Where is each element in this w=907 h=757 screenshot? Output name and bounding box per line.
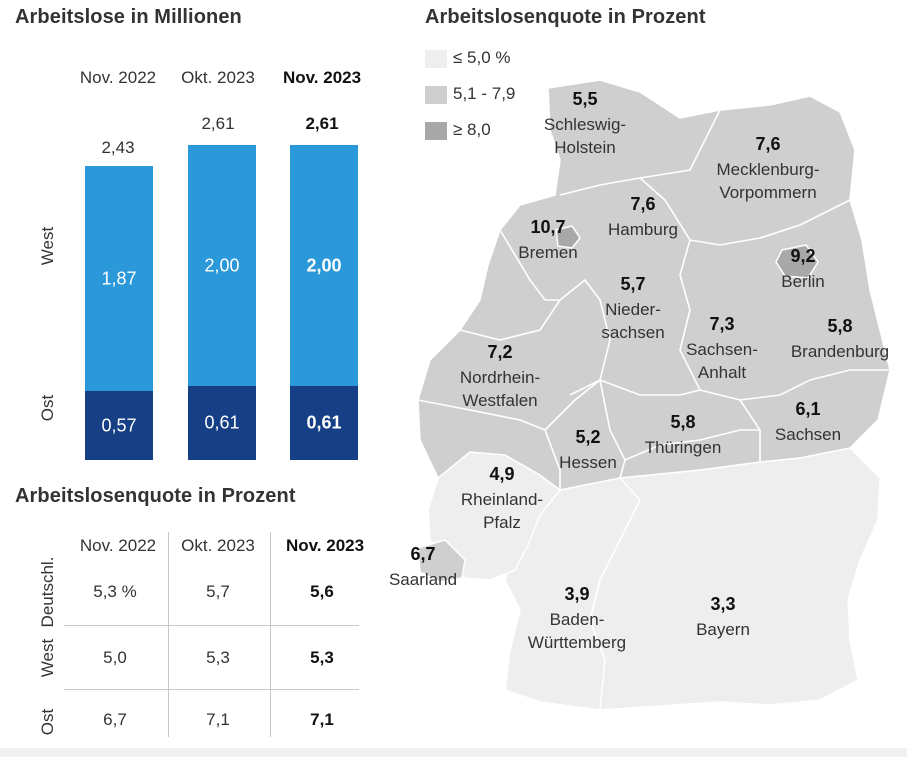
table-divider [64,689,359,690]
bar-segment-ost [188,386,256,460]
state-value: 7,2 [487,342,512,362]
state-name: Westfalen [462,391,537,410]
table-cell: 7,1 [310,710,334,729]
legend-swatch [425,86,447,104]
table-col-header: Okt. 2023 [181,536,255,555]
map-region-berlin [775,244,819,279]
bar-segment-ost [290,386,358,460]
table-divider [168,532,169,737]
state-name: Pfalz [483,513,521,532]
bar-value-label-west: 2,00 [204,255,240,276]
bar-segment-west [188,145,256,387]
bar-total-label: 2,61 [305,114,339,133]
state-value: 4,9 [489,464,514,484]
map-region-saarland [417,539,466,583]
table-cell: 6,7 [103,710,127,729]
state-name: Nordrhein- [460,368,540,387]
state-name: Vorpommern [719,183,816,202]
bar-value-label-ost: 0,61 [204,412,240,433]
state-value: 6,1 [795,399,820,419]
state-name: Baden- [550,610,605,629]
state-value: 7,6 [755,134,780,154]
table-cell: 5,3 [206,648,230,667]
table-divider [64,625,359,626]
state-name: Anhalt [698,363,746,382]
table-cell: 5,3 [310,648,334,667]
table-cell: 5,6 [310,582,334,601]
legend-swatch [425,122,447,140]
map-labels: 5,5 Schleswig- Holstein 7,6 Mecklenburg- Vorp… [389,89,889,652]
bar-total-label: 2,43 [101,138,135,157]
state-value: 5,7 [620,274,645,294]
table-col-header: Nov. 2022 [79,536,157,555]
bar-category-label: Nov. 2022 [79,68,157,87]
map-region-north [417,79,891,491]
state-name: Bremen [518,243,578,262]
state-value: 9,2 [790,246,815,266]
table-divider [270,532,271,737]
state-value: 3,9 [564,584,589,604]
table-cell: 5,0 [103,648,127,667]
state-value: 5,5 [572,89,597,109]
bar-segment-west [290,145,358,387]
table-cell: 7,1 [206,710,230,729]
state-value: 6,7 [410,544,435,564]
table-col-header: Nov. 2023 [285,536,365,555]
legend-label: ≥ 8,0 [453,120,491,139]
table-cell: 5,3 % [93,582,137,601]
legend-label: 5,1 - 7,9 [453,84,516,103]
bar-category-label: Okt. 2023 [181,68,255,87]
state-name: Nieder- [605,300,661,319]
map-region-bremen [555,225,581,249]
state-name: Holstein [554,138,615,157]
state-name: Mecklenburg- [717,160,820,179]
state-name: Württemberg [528,633,626,652]
state-name: Brandenburg [791,342,889,361]
state-value: 7,3 [709,314,734,334]
bar-value-label-west: 1,87 [101,268,137,289]
state-name: sachsen [601,323,664,342]
state-value: 7,6 [630,194,655,214]
bar-category-label: Nov. 2023 [282,68,362,87]
state-name: Sachsen [775,425,841,444]
state-value: 5,8 [827,316,852,336]
table-cell: 5,7 [206,582,230,601]
bar-chart-title: Arbeitslose in Millionen [15,6,242,28]
bar-value-label-ost: 0,61 [306,412,342,433]
legend-swatch [425,50,447,68]
state-name: Rheinland- [461,490,543,509]
state-name: Hamburg [608,220,678,239]
map-title: Arbeitslosenquote in Prozent [425,6,706,28]
state-value: 5,8 [670,412,695,432]
state-value: 5,2 [575,427,600,447]
state-value: 3,3 [710,594,735,614]
state-name: Schleswig- [544,115,626,134]
state-name: Thüringen [645,438,722,457]
legend-label: ≤ 5,0 % [453,48,511,67]
state-name: Berlin [781,272,824,291]
bar-segment-ost [85,391,153,460]
table-title: Arbeitslosenquote in Prozent [15,485,296,507]
bar-value-label-west: 2,00 [306,255,342,276]
bar-segment-west [85,165,153,392]
state-value: 10,7 [530,217,565,237]
state-name: Bayern [696,620,750,639]
footer-strip [0,748,907,757]
state-name: Saarland [389,570,457,589]
bar-total-label: 2,61 [201,114,235,133]
bar-value-label-ost: 0,57 [101,415,137,436]
map-state-borders [417,109,890,711]
state-name: Hessen [559,453,617,472]
state-name: Sachsen- [686,340,758,359]
